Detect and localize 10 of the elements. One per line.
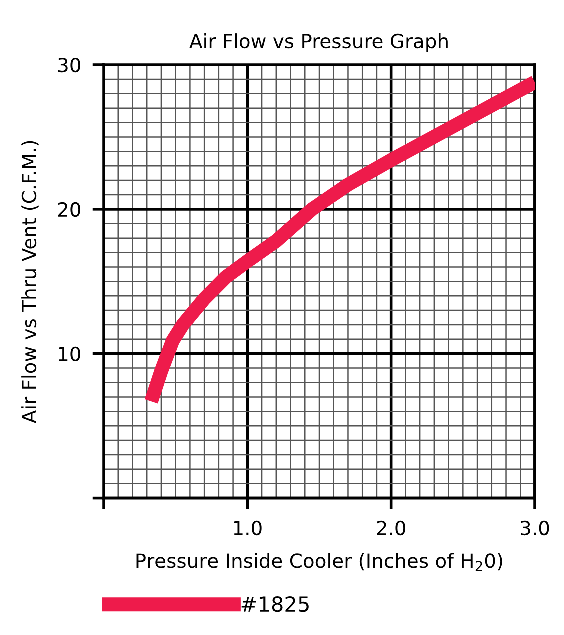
text: #1825: [242, 596, 309, 612]
y-axis-title: Air Flow vs Thru Vent (C.F.M.): [22, 141, 39, 424]
y-tick-label: 20: [58, 202, 80, 218]
x-tick-label: 3.0: [521, 520, 550, 536]
y-tick-label: 10: [59, 346, 80, 362]
y-tick-label: 30: [58, 58, 80, 73]
x-tick-label: 2.0: [377, 520, 406, 536]
x-tick-label: 1.0: [234, 520, 262, 536]
x-axis-title: Pressure Inside Cooler (Inches of H$_{2}$0): [136, 553, 502, 572]
chart-title: Air Flow vs Pressure Graph: [190, 34, 448, 52]
